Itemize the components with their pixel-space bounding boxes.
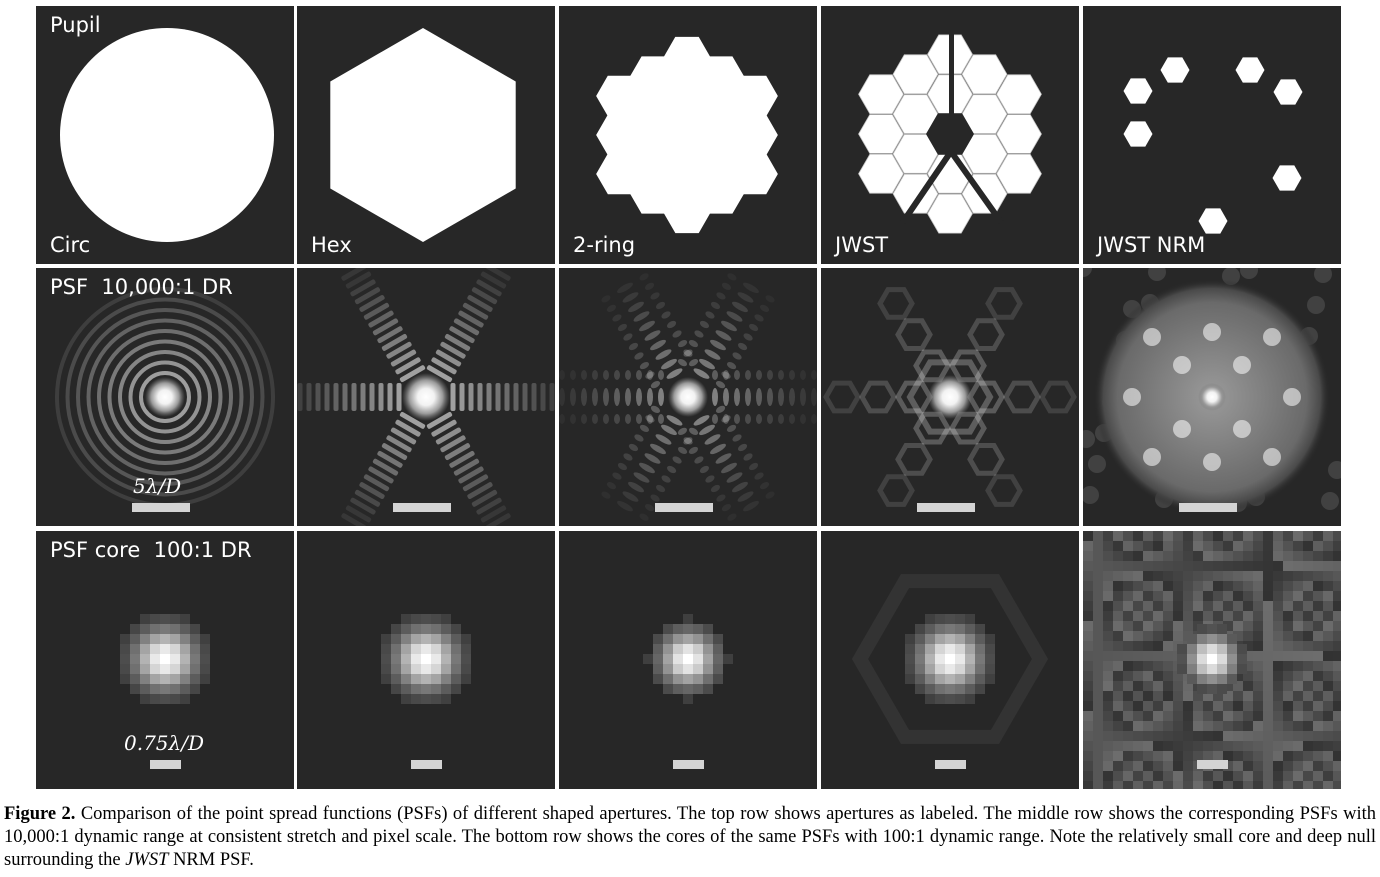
figure-number: Figure 2. bbox=[4, 804, 76, 824]
row-label-psf-core: PSF core 100:1 DR bbox=[50, 538, 252, 562]
psf-core-image-circ bbox=[120, 614, 210, 769]
scale-label-psf: 5λ/D bbox=[133, 474, 182, 498]
psf-image-hex bbox=[297, 268, 555, 526]
scale-bar-circ bbox=[132, 503, 190, 512]
psf-panel-jwst bbox=[821, 268, 1079, 526]
psf-core-2ring bbox=[643, 614, 733, 704]
psf-image-nrm bbox=[1083, 268, 1341, 515]
scale-bar-2ring bbox=[673, 760, 704, 769]
psf-pattern-nrm bbox=[1083, 268, 1341, 515]
psf-panel-hex bbox=[297, 268, 555, 526]
circular-aperture bbox=[60, 28, 274, 242]
psf-core-image-jwst bbox=[851, 574, 1049, 769]
psf-pattern-2ring bbox=[559, 273, 817, 521]
aperture-label-jwst: JWST bbox=[835, 233, 889, 257]
psf-image-jwst bbox=[823, 287, 1077, 512]
psf-image-circ bbox=[55, 287, 275, 512]
psf-core-circ bbox=[120, 614, 210, 704]
scale-bar-nrm bbox=[1179, 503, 1237, 512]
psf-core-image-nrm bbox=[1083, 531, 1341, 789]
aperture-label-hex: Hex bbox=[311, 233, 352, 257]
psf-pattern-circ bbox=[55, 287, 275, 507]
psf-panel-nrm bbox=[1083, 268, 1341, 526]
scale-bar-2ring bbox=[655, 503, 713, 512]
psf-pattern-hex bbox=[297, 268, 555, 526]
psf-core-panel-hex bbox=[297, 531, 555, 789]
psf-core-hex bbox=[381, 614, 471, 704]
aperture-label-nrm: JWST NRM bbox=[1097, 233, 1206, 257]
psf-image-2ring bbox=[559, 273, 817, 521]
scale-bar-hex bbox=[411, 760, 442, 769]
row-label-psf: PSF 10,000:1 DR bbox=[50, 275, 233, 299]
jwst-aperture bbox=[858, 24, 1042, 234]
pupil-image-circ bbox=[60, 28, 274, 242]
aperture-label-circ: Circ bbox=[50, 233, 91, 257]
psf-pattern-jwst bbox=[823, 287, 1077, 507]
two-ring-aperture bbox=[596, 36, 778, 234]
aperture-label-2ring: 2-ring bbox=[573, 233, 636, 257]
psf-panel-circ: PSF 10,000:1 DR 5λ/D bbox=[36, 268, 294, 526]
pupil-panel-hex: Hex bbox=[297, 6, 555, 264]
caption-text-2: NRM PSF. bbox=[168, 850, 254, 870]
caption-emphasis: JWST bbox=[125, 850, 169, 870]
pupil-image-hex bbox=[330, 28, 516, 242]
psf-core-panel-circ: PSF core 100:1 DR 0.75λ/D bbox=[36, 531, 294, 789]
psf-core-panel-nrm bbox=[1083, 531, 1341, 789]
psf-panel-2ring bbox=[559, 268, 817, 526]
psf-core-panel-jwst bbox=[821, 531, 1079, 789]
scale-bar-hex bbox=[393, 503, 451, 512]
psf-core-image-2ring bbox=[643, 614, 733, 769]
psf-core-image-hex bbox=[381, 614, 471, 769]
caption-text-1: Comparison of the point spread functions… bbox=[4, 804, 1376, 870]
figure-caption: Figure 2. Comparison of the point spread… bbox=[4, 803, 1376, 872]
pupil-panel-circ: Pupil Circ bbox=[36, 6, 294, 264]
psf-core-nrm bbox=[1083, 531, 1341, 789]
row-label-pupil: Pupil bbox=[50, 13, 101, 37]
nrm-aperture bbox=[1123, 57, 1303, 234]
figure: Pupil Circ Hex 2-ring JWST JWST NRM PSF 10,000… bbox=[36, 6, 1342, 789]
pupil-panel-nrm: JWST NRM bbox=[1083, 6, 1341, 264]
scale-bar-jwst bbox=[917, 503, 975, 512]
pupil-image-nrm bbox=[1123, 57, 1303, 234]
pupil-image-jwst bbox=[858, 24, 1042, 234]
hexagonal-aperture bbox=[330, 28, 516, 242]
scale-bar-jwst bbox=[935, 760, 966, 769]
psf-core-panel-2ring bbox=[559, 531, 817, 789]
psf-core-jwst bbox=[851, 574, 1049, 744]
scale-bar-nrm bbox=[1197, 760, 1228, 769]
scale-bar-circ bbox=[150, 760, 181, 769]
pupil-image-2ring bbox=[596, 36, 778, 234]
pupil-panel-2ring: 2-ring bbox=[559, 6, 817, 264]
pupil-panel-jwst: JWST bbox=[821, 6, 1079, 264]
scale-label-core: 0.75λ/D bbox=[124, 731, 204, 755]
